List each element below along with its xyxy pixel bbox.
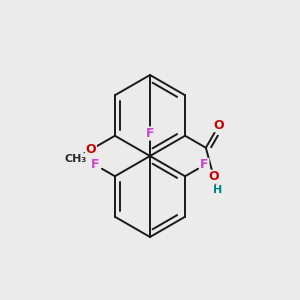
Text: O: O [86, 143, 96, 156]
Text: F: F [200, 158, 209, 172]
Text: CH₃: CH₃ [64, 154, 86, 164]
Text: H: H [213, 185, 222, 195]
Text: O: O [214, 118, 224, 132]
Text: F: F [91, 158, 100, 172]
Text: O: O [208, 170, 219, 183]
Text: F: F [146, 127, 154, 140]
